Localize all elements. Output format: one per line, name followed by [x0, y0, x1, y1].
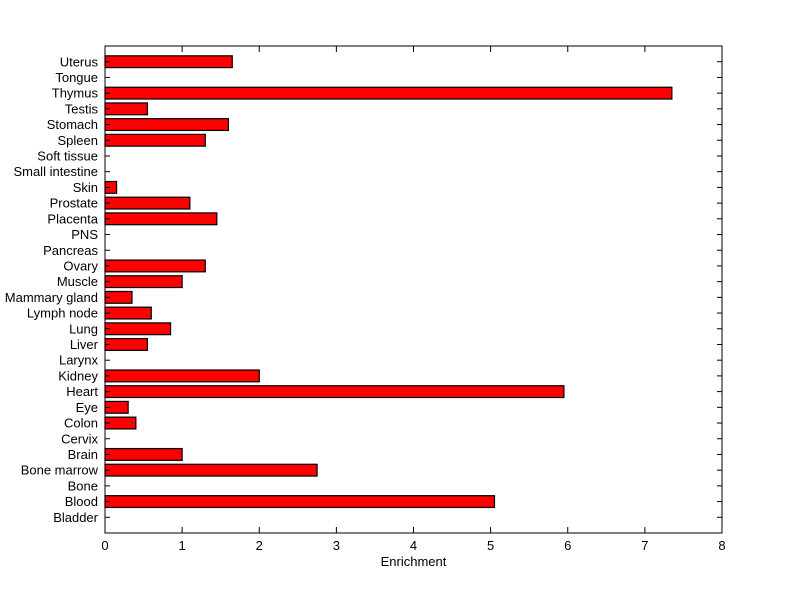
bar-stomach	[104, 118, 230, 132]
y-category-label: Stomach	[47, 117, 98, 132]
x-tick-label: 7	[641, 538, 648, 553]
y-category-label: Pancreas	[43, 243, 98, 258]
y-category-label: Placenta	[47, 211, 98, 226]
y-category-label: Liver	[70, 337, 99, 352]
y-category-label: Heart	[66, 384, 98, 399]
y-category-label: Soft tissue	[37, 149, 98, 164]
bar-spleen	[104, 133, 206, 147]
y-category-label: Prostate	[50, 196, 98, 211]
bar-lymph-node	[104, 306, 152, 320]
bar-ovary	[104, 259, 206, 273]
y-category-label: Lung	[69, 321, 98, 336]
y-category-label: Spleen	[58, 133, 98, 148]
y-category-label: Eye	[76, 400, 98, 415]
y-category-label: Skin	[73, 180, 98, 195]
y-category-label: Testis	[65, 101, 99, 116]
x-tick-label: 0	[101, 538, 108, 553]
x-tick-label: 6	[564, 538, 571, 553]
y-category-label: Small intestine	[13, 164, 98, 179]
y-category-label: Mammary gland	[5, 290, 98, 305]
y-category-label: Bone marrow	[21, 463, 99, 478]
bar-kidney	[104, 369, 260, 383]
x-tick-label: 1	[179, 538, 186, 553]
bar-uterus	[104, 55, 233, 69]
bar-lung	[104, 322, 172, 336]
bar-heart	[104, 385, 565, 399]
y-category-label: Thymus	[52, 86, 99, 101]
y-category-label: Bone	[68, 478, 98, 493]
y-category-label: Cervix	[61, 431, 98, 446]
bar-thymus	[104, 86, 673, 100]
bar-brain	[104, 447, 183, 461]
y-category-label: Bladder	[53, 510, 98, 525]
bar-muscle	[104, 275, 183, 289]
y-category-label: Blood	[65, 494, 98, 509]
y-category-label: Brain	[68, 447, 98, 462]
x-tick-label: 4	[410, 538, 417, 553]
bar-liver	[104, 337, 149, 351]
y-category-label: PNS	[71, 227, 98, 242]
x-tick-label: 3	[333, 538, 340, 553]
y-category-label: Colon	[64, 416, 98, 431]
bar-bone-marrow	[104, 463, 318, 477]
y-category-label: Uterus	[60, 54, 99, 69]
x-tick-label: 8	[718, 538, 725, 553]
y-category-label: Tongue	[55, 70, 98, 85]
x-tick-label: 5	[487, 538, 494, 553]
bar-prostate	[104, 196, 191, 210]
bar-testis	[104, 102, 149, 116]
y-category-label: Kidney	[58, 368, 98, 383]
y-category-label: Larynx	[59, 353, 99, 368]
y-category-label: Muscle	[57, 274, 98, 289]
y-category-label: Ovary	[63, 258, 98, 273]
x-tick-label: 2	[256, 538, 263, 553]
y-category-label: Lymph node	[27, 306, 98, 321]
x-axis-label: Enrichment	[380, 554, 447, 569]
bar-placenta	[104, 212, 218, 226]
bar-blood	[104, 495, 496, 509]
